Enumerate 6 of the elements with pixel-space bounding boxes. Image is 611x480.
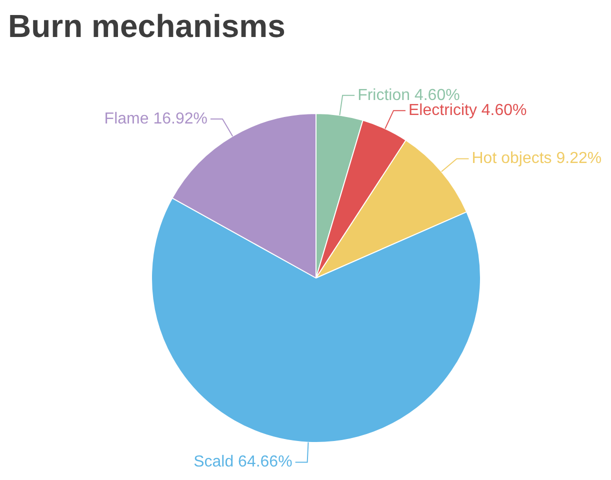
slice-label: Electricity 4.60% xyxy=(408,102,527,119)
chart-title: Burn mechanisms xyxy=(7,7,286,46)
slice-label: Hot objects 9.22% xyxy=(472,150,602,168)
slice-label: Friction 4.60% xyxy=(358,86,460,104)
slice-label: Scald 64.66% xyxy=(194,454,292,471)
slice-label: Flame 16.92% xyxy=(104,110,208,128)
